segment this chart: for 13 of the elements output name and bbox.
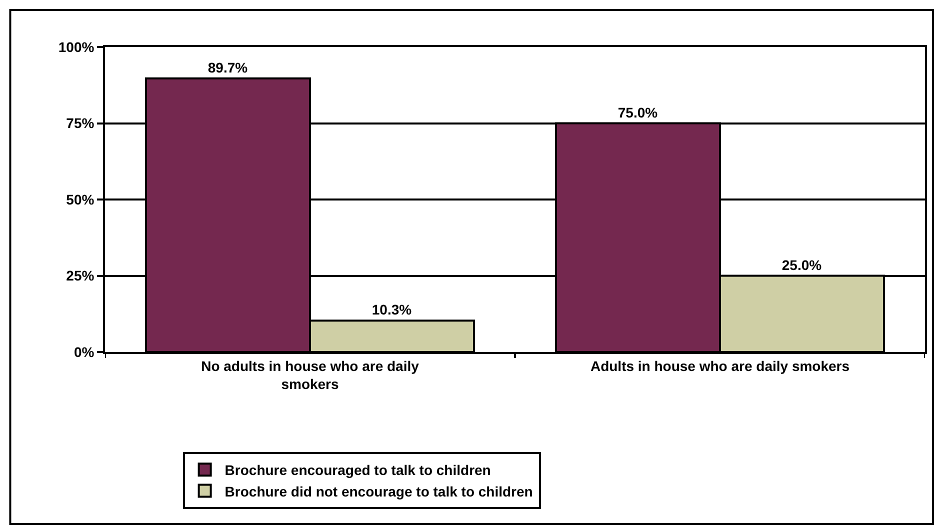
data-label: 89.7% xyxy=(208,59,248,76)
legend-label: Brochure did not encourage to talk to children xyxy=(224,483,533,500)
data-label: 10.3% xyxy=(372,302,412,318)
x-tick-label: Adults in house who are daily smokers xyxy=(590,358,850,374)
data-label: 25.0% xyxy=(782,256,822,273)
y-tick-label: 25% xyxy=(66,268,95,284)
y-tick-label: 75% xyxy=(66,115,95,132)
legend-label: Brochure encouraged to talk to children xyxy=(224,462,491,478)
x-tick-label: No adults in house who are daily smokers xyxy=(201,358,420,392)
y-tick-label: 50% xyxy=(66,191,95,208)
y-tick-label: 100% xyxy=(58,38,95,55)
y-tick-label: 0% xyxy=(74,344,95,360)
data-label: 75.0% xyxy=(618,104,658,120)
